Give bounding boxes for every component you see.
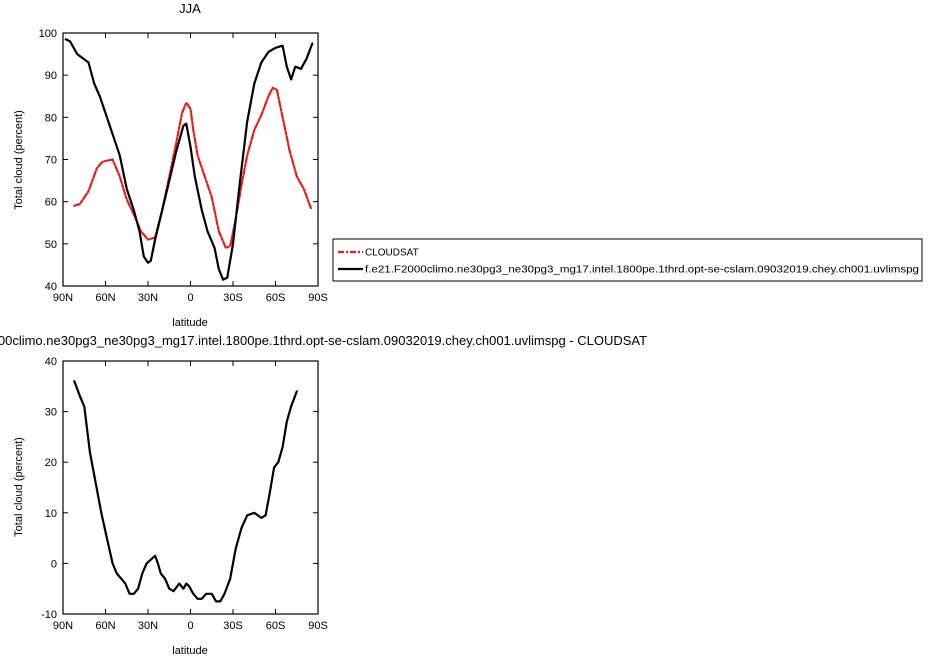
x-tick-label: 30S — [223, 620, 243, 632]
legend-label-cloudsat: CLOUDSAT — [365, 248, 419, 259]
x-tick-label: 60S — [266, 620, 286, 632]
top-chart-title: JJA — [179, 1, 201, 16]
bottom-y-axis-label: Total cloud (percent) — [13, 437, 25, 537]
top-y-ticks: 40 50 60 70 80 90 100 — [39, 28, 318, 293]
top-x-ticks: 90N 60N 30N 0 30S 60S 90S — [53, 33, 328, 304]
bottom-x-axis-label: latitude — [172, 645, 207, 657]
top-plot-frame — [62, 32, 319, 287]
x-tick-label: 90N — [53, 292, 73, 304]
x-tick-label: 90S — [308, 620, 328, 632]
x-tick-label: 0 — [187, 292, 193, 304]
bottom-y-ticks: -10 0 10 20 30 40 — [41, 356, 318, 621]
y-tick-label: 70 — [45, 155, 57, 167]
legend: CLOUDSAT f.e21.F2000climo.ne30pg3_ne30pg… — [332, 238, 923, 282]
y-tick-label: 10 — [45, 508, 57, 520]
bottom-x-ticks: 90N 60N 30N 0 30S 60S 90S — [53, 361, 328, 632]
bottom-series-lines — [73, 380, 298, 603]
series-line-cloudsat — [73, 86, 312, 250]
x-tick-label: 60S — [266, 292, 286, 304]
y-tick-label: 30 — [45, 407, 57, 419]
x-tick-label: 30N — [138, 620, 158, 632]
legend-box — [332, 238, 923, 282]
bottom-plot-frame — [62, 360, 319, 615]
y-tick-label: 20 — [45, 457, 57, 469]
series-line-difference — [73, 380, 298, 603]
x-tick-label: 90N — [53, 620, 73, 632]
x-tick-label: 60N — [95, 292, 115, 304]
y-tick-label: 90 — [45, 70, 57, 82]
top-y-axis-label: Total cloud (percent) — [13, 110, 25, 210]
y-tick-label: 50 — [45, 239, 57, 251]
bottom-panel: f.e21.F2000climo.ne30pg3_ne30pg3_mg17.in… — [0, 333, 647, 657]
y-tick-label: 0 — [51, 558, 57, 570]
x-tick-label: 60N — [95, 620, 115, 632]
x-tick-label: 0 — [187, 620, 193, 632]
series-line-f-e21-f2000climo-ne30pg3-ne30pg3-mg17-in — [64, 38, 314, 281]
top-x-axis-label: latitude — [172, 317, 207, 329]
x-tick-label: 30N — [138, 292, 158, 304]
y-tick-label: 80 — [45, 112, 57, 124]
bottom-chart-title: f.e21.F2000climo.ne30pg3_ne30pg3_mg17.in… — [0, 333, 647, 348]
y-tick-label: -10 — [41, 609, 57, 621]
y-tick-label: 40 — [45, 356, 57, 368]
legend-label-model: f.e21.F2000climo.ne30pg3_ne30pg3_mg17.in… — [365, 265, 919, 276]
y-tick-label: 40 — [45, 281, 57, 293]
top-series-lines — [64, 38, 314, 281]
x-tick-label: 90S — [308, 292, 328, 304]
y-tick-label: 100 — [39, 28, 57, 40]
x-tick-label: 30S — [223, 292, 243, 304]
y-tick-label: 60 — [45, 197, 57, 209]
